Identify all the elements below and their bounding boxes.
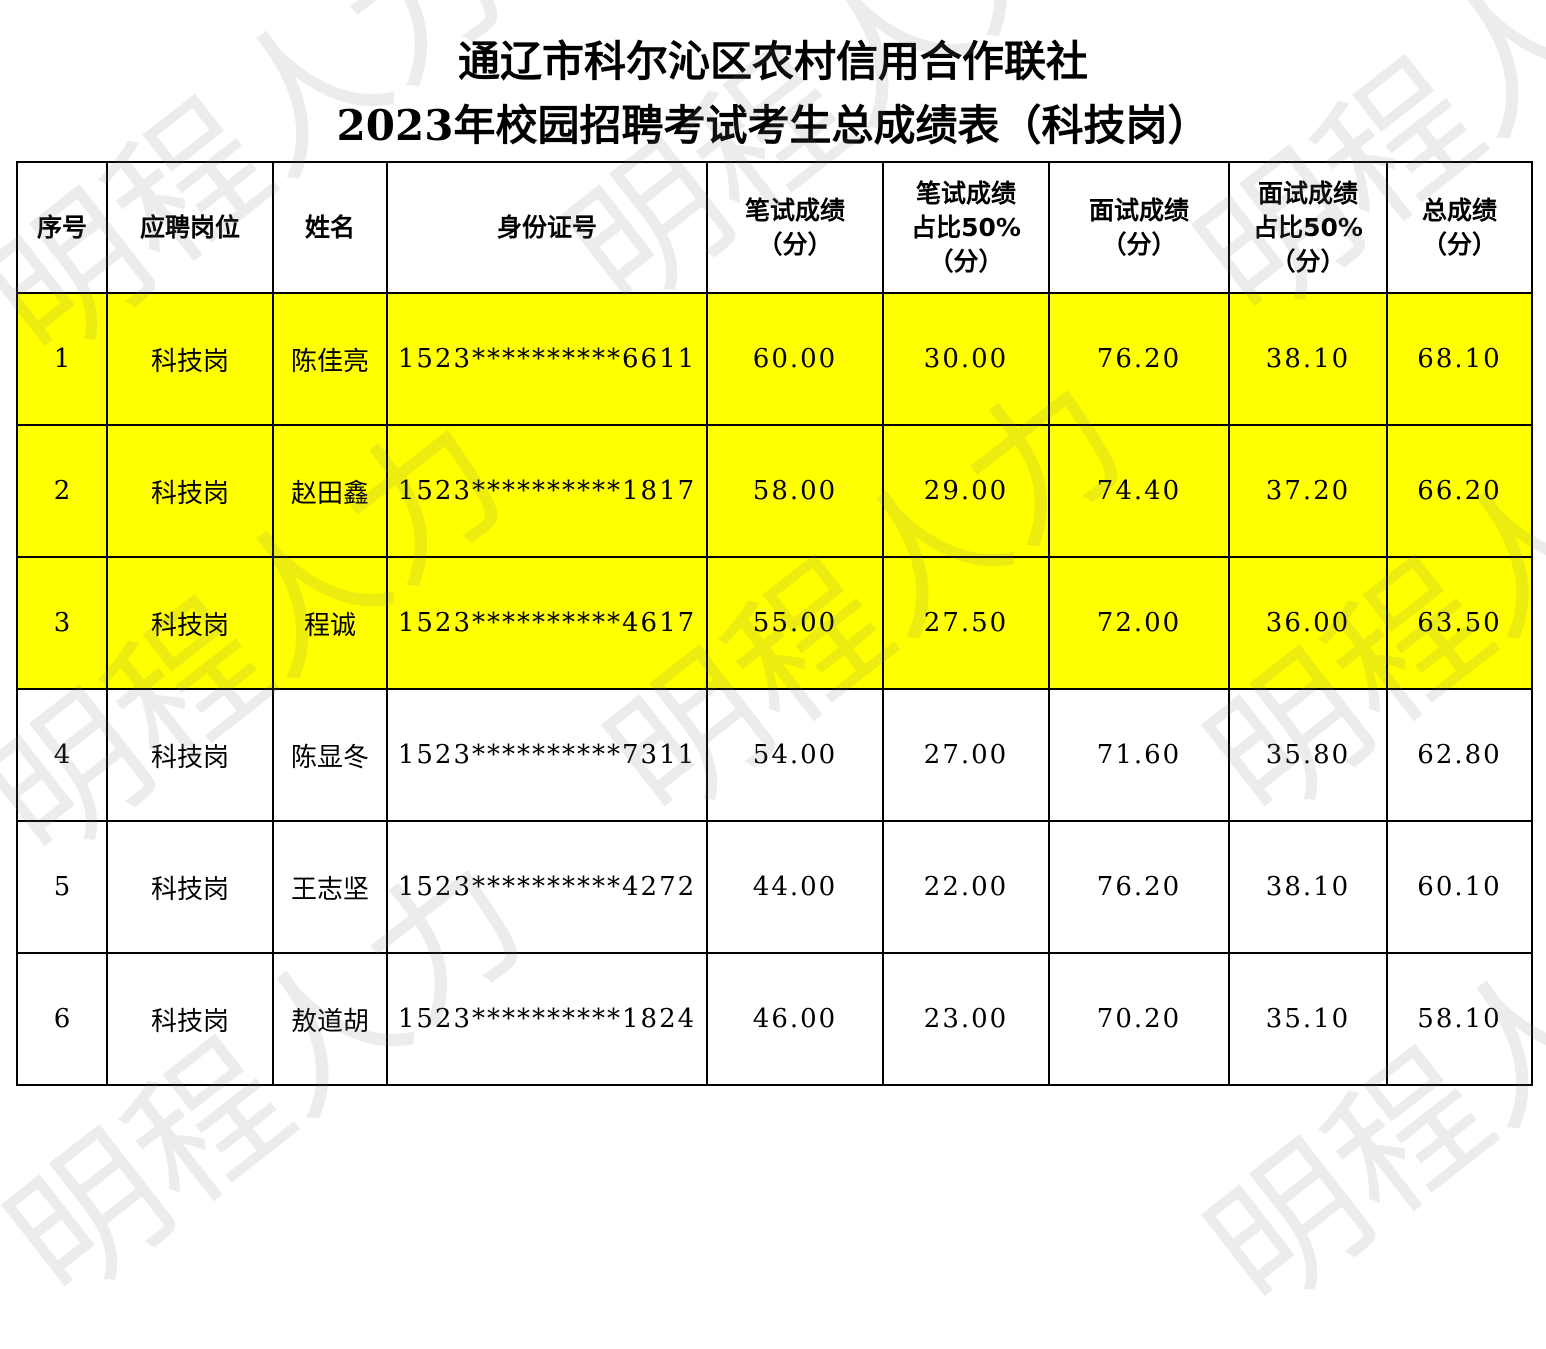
cell-interview-score: 76.20 xyxy=(1048,292,1230,426)
cell-position: 科技岗 xyxy=(106,952,274,1086)
header-seq: 序号 xyxy=(16,161,108,294)
cell-interview-50: 37.20 xyxy=(1228,424,1388,558)
cell-written-50: 23.00 xyxy=(882,952,1050,1086)
cell-written-50: 22.00 xyxy=(882,820,1050,954)
cell-written-score: 54.00 xyxy=(706,688,884,822)
cell-name: 程诚 xyxy=(272,556,388,690)
header-written-score: 笔试成绩 （分） xyxy=(706,161,884,294)
cell-total-score: 68.10 xyxy=(1386,292,1533,426)
cell-position: 科技岗 xyxy=(106,820,274,954)
table-row: 4 科技岗 陈显冬 1523**********7311 54.00 27.00… xyxy=(16,688,1533,822)
cell-written-score: 46.00 xyxy=(706,952,884,1086)
cell-id-number: 1523**********4617 xyxy=(386,556,708,690)
cell-interview-50: 35.80 xyxy=(1228,688,1388,822)
cell-written-score: 44.00 xyxy=(706,820,884,954)
cell-interview-score: 71.60 xyxy=(1048,688,1230,822)
cell-seq: 5 xyxy=(16,820,108,954)
cell-seq: 4 xyxy=(16,688,108,822)
cell-position: 科技岗 xyxy=(106,424,274,558)
cell-total-score: 62.80 xyxy=(1386,688,1533,822)
cell-total-score: 60.10 xyxy=(1386,820,1533,954)
cell-interview-score: 76.20 xyxy=(1048,820,1230,954)
cell-written-score: 60.00 xyxy=(706,292,884,426)
cell-written-score: 58.00 xyxy=(706,424,884,558)
cell-id-number: 1523**********4272 xyxy=(386,820,708,954)
cell-seq: 3 xyxy=(16,556,108,690)
header-name: 姓名 xyxy=(272,161,388,294)
cell-id-number: 1523**********7311 xyxy=(386,688,708,822)
cell-name: 王志坚 xyxy=(272,820,388,954)
cell-written-50: 27.50 xyxy=(882,556,1050,690)
cell-written-50: 29.00 xyxy=(882,424,1050,558)
cell-interview-50: 38.10 xyxy=(1228,820,1388,954)
table-row: 6 科技岗 敖道胡 1523**********1824 46.00 23.00… xyxy=(16,952,1533,1086)
cell-position: 科技岗 xyxy=(106,292,274,426)
cell-total-score: 66.20 xyxy=(1386,424,1533,558)
table-row: 2 科技岗 赵田鑫 1523**********1817 58.00 29.00… xyxy=(16,424,1533,558)
cell-total-score: 58.10 xyxy=(1386,952,1533,1086)
cell-interview-50: 36.00 xyxy=(1228,556,1388,690)
table-header-row: 序号 应聘岗位 姓名 身份证号 笔试成绩 （分） 笔试成绩 占比50% （分） … xyxy=(16,161,1533,294)
cell-id-number: 1523**********1824 xyxy=(386,952,708,1086)
cell-seq: 2 xyxy=(16,424,108,558)
cell-interview-score: 72.00 xyxy=(1048,556,1230,690)
header-id-number: 身份证号 xyxy=(386,161,708,294)
cell-interview-score: 70.20 xyxy=(1048,952,1230,1086)
cell-written-50: 27.00 xyxy=(882,688,1050,822)
cell-interview-score: 74.40 xyxy=(1048,424,1230,558)
cell-id-number: 1523**********1817 xyxy=(386,424,708,558)
table-row: 1 科技岗 陈佳亮 1523**********6611 60.00 30.00… xyxy=(16,292,1533,426)
header-interview-score: 面试成绩 （分） xyxy=(1048,161,1230,294)
cell-total-score: 63.50 xyxy=(1386,556,1533,690)
cell-written-score: 55.00 xyxy=(706,556,884,690)
table-row: 5 科技岗 王志坚 1523**********4272 44.00 22.00… xyxy=(16,820,1533,954)
header-interview-50: 面试成绩 占比50% （分） xyxy=(1228,161,1388,294)
cell-position: 科技岗 xyxy=(106,688,274,822)
table-row: 3 科技岗 程诚 1523**********4617 55.00 27.50 … xyxy=(16,556,1533,690)
cell-name: 陈显冬 xyxy=(272,688,388,822)
score-table: 序号 应聘岗位 姓名 身份证号 笔试成绩 （分） 笔试成绩 占比50% （分） … xyxy=(16,161,1533,1086)
cell-interview-50: 38.10 xyxy=(1228,292,1388,426)
cell-seq: 6 xyxy=(16,952,108,1086)
document-subtitle: 2023年校园招聘考试考生总成绩表（科技岗） xyxy=(336,101,1210,150)
header-total-score: 总成绩 （分） xyxy=(1386,161,1533,294)
header-position: 应聘岗位 xyxy=(106,161,274,294)
cell-position: 科技岗 xyxy=(106,556,274,690)
cell-name: 陈佳亮 xyxy=(272,292,388,426)
cell-interview-50: 35.10 xyxy=(1228,952,1388,1086)
cell-name: 赵田鑫 xyxy=(272,424,388,558)
cell-id-number: 1523**********6611 xyxy=(386,292,708,426)
cell-name: 敖道胡 xyxy=(272,952,388,1086)
document-title: 通辽市科尔沁区农村信用合作联社 xyxy=(457,37,1088,86)
cell-seq: 1 xyxy=(16,292,108,426)
cell-written-50: 30.00 xyxy=(882,292,1050,426)
header-written-50: 笔试成绩 占比50% （分） xyxy=(882,161,1050,294)
